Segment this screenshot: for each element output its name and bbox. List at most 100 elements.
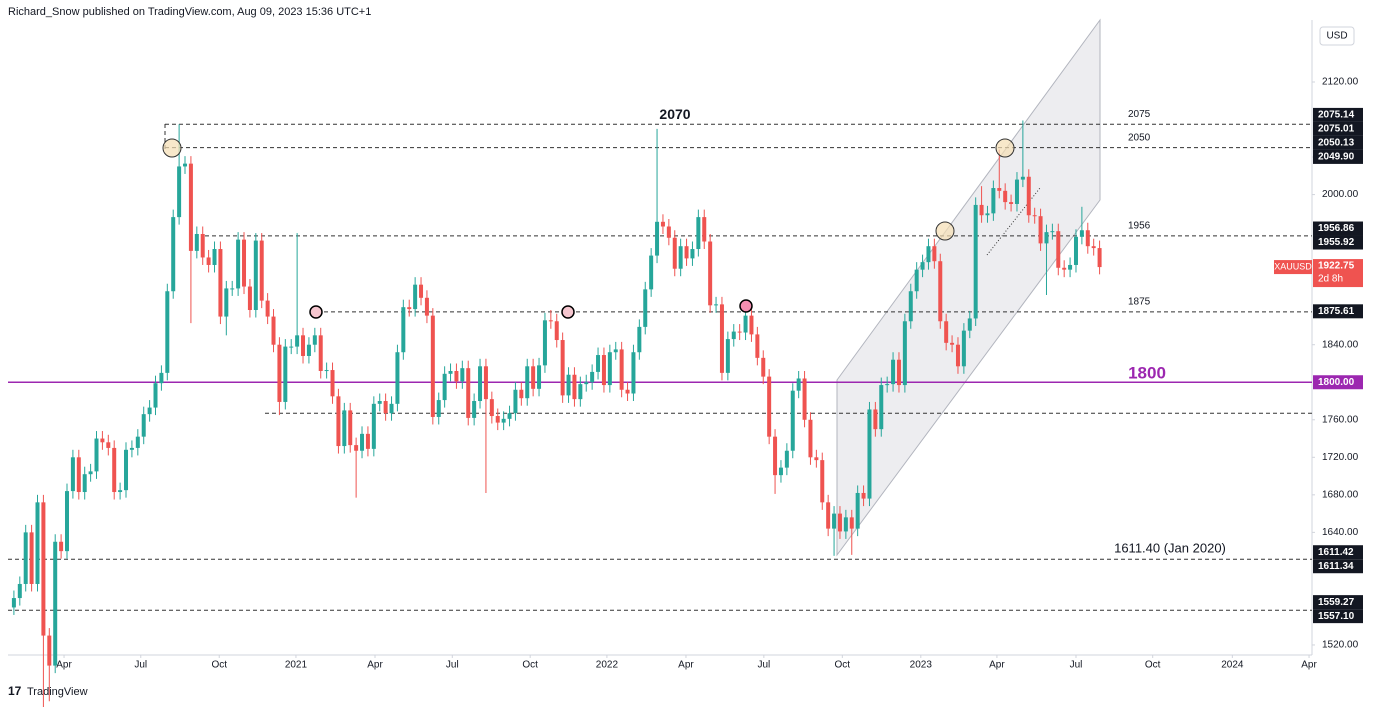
level-label: 1956 — [1128, 221, 1151, 232]
candle-body — [360, 433, 365, 451]
candle-body — [312, 335, 317, 345]
candle-body — [259, 240, 264, 301]
candle-body — [619, 349, 624, 390]
x-tick-label: Oct — [211, 660, 227, 671]
candle-body — [159, 372, 164, 384]
price-label-box — [1313, 595, 1363, 610]
candle-body — [902, 321, 907, 386]
candle-body — [690, 249, 695, 259]
candle-body — [938, 261, 943, 322]
price-label: 1557.10 — [1318, 611, 1355, 622]
footer-text: TradingView — [27, 686, 88, 698]
price-label: 2075.14 — [1318, 110, 1355, 121]
candle-body — [401, 307, 406, 353]
candle-body — [761, 357, 766, 377]
candle-body — [885, 384, 890, 386]
candle-body — [265, 300, 270, 317]
candle-body — [678, 246, 683, 269]
level-label: 2050 — [1128, 132, 1151, 143]
candle-body — [855, 492, 860, 529]
candle-body — [242, 239, 247, 287]
candle-body — [460, 368, 465, 382]
candle-body — [979, 204, 984, 216]
candle-body — [773, 436, 778, 476]
candle-body — [808, 419, 813, 458]
candle-body — [354, 445, 359, 451]
candle-body — [365, 433, 370, 449]
candle-body — [1020, 176, 1025, 180]
candle-body — [596, 355, 601, 372]
currency-label[interactable]: USD — [1326, 31, 1347, 42]
countdown-label: 2d 8h — [1318, 274, 1343, 285]
candle-body — [749, 315, 754, 335]
candle-body — [743, 315, 748, 333]
current-price-label: 1922.75 — [1318, 261, 1355, 272]
candle-body — [495, 416, 500, 423]
price-label: 1611.42 — [1318, 547, 1354, 558]
candle-body — [171, 217, 176, 292]
candle-body — [377, 401, 382, 404]
price-label-box — [1313, 235, 1363, 250]
candle-body — [985, 213, 990, 216]
candle-body — [23, 532, 28, 584]
circle-marker — [739, 299, 753, 313]
candle-body — [1026, 176, 1031, 216]
candle-body — [188, 163, 193, 251]
candle-body — [1050, 231, 1055, 233]
candle-body — [330, 370, 335, 397]
candle-body — [578, 384, 583, 400]
x-tick-label: Jul — [134, 660, 147, 671]
candle-body — [631, 352, 636, 394]
price-label-box — [1313, 121, 1363, 136]
candle-body — [926, 246, 931, 263]
trend-line — [986, 187, 1041, 256]
candle-body — [247, 286, 252, 311]
candle-body — [454, 370, 459, 382]
candle-body — [932, 246, 937, 262]
currency-button[interactable] — [1319, 26, 1355, 46]
candle-body — [306, 344, 311, 356]
candle-body — [1003, 190, 1008, 203]
candle-body — [601, 355, 606, 386]
candle-body — [442, 373, 447, 401]
candle-body — [53, 541, 58, 666]
candle-body — [513, 389, 518, 414]
candle-body — [1097, 248, 1102, 268]
candle-body — [489, 399, 494, 417]
candle-body — [1073, 236, 1078, 265]
candle-body — [991, 188, 996, 214]
candle-body — [861, 492, 866, 499]
candle-body — [542, 320, 547, 366]
y-tick-label: 2120.00 — [1322, 77, 1359, 88]
candle-body — [684, 246, 689, 259]
candle-body — [283, 346, 288, 402]
price-label-box — [1313, 149, 1363, 164]
candle-body — [47, 635, 52, 666]
x-tick-label: Jul — [757, 660, 770, 671]
candle-body — [318, 335, 323, 371]
candle-body — [324, 370, 329, 372]
candle-body — [767, 376, 772, 437]
candle-body — [206, 257, 211, 265]
candle-body — [666, 226, 671, 238]
x-tick-label: 2022 — [596, 660, 619, 671]
x-tick-label: Jul — [1070, 660, 1083, 671]
x-tick-label: 2023 — [910, 660, 933, 671]
y-tick-label: 1720.00 — [1322, 452, 1359, 463]
candle-body — [950, 342, 955, 345]
candle-body — [784, 450, 789, 468]
candle-body — [1091, 246, 1096, 249]
circle-marker — [309, 305, 323, 319]
candle-body — [649, 255, 654, 290]
candle-body — [466, 368, 471, 418]
candle-body — [336, 396, 341, 447]
candle-body — [955, 344, 960, 367]
candle-body — [537, 365, 542, 389]
price-label: 1956.86 — [1318, 223, 1355, 234]
candle-body — [814, 457, 819, 461]
candle-body — [395, 352, 400, 404]
candle-body — [65, 491, 70, 552]
candle-body — [212, 249, 217, 265]
candle-body — [253, 240, 258, 311]
